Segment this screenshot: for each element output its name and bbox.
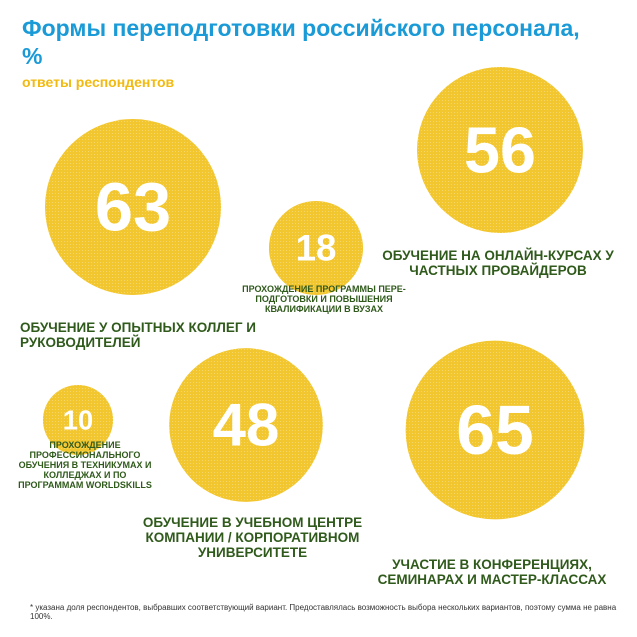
footnote: * указана доля респондентов, выбравших с…	[30, 603, 617, 621]
bubble-colleges: 10	[42, 384, 114, 456]
bubble-label-colleagues: Обучение у опытных коллег и руководителе…	[20, 320, 256, 350]
bubble-label-colleges: Прохождение профессионального обучения в…	[18, 440, 152, 490]
bubble-label-conferences: Участие в конференциях, семинарах и маст…	[377, 557, 607, 587]
bubble-label-universities: Прохождение программы пере-подготовки и …	[242, 284, 406, 314]
bubble-label-online: Обучение на онлайн-курсах у частных пров…	[382, 248, 614, 278]
bubble-texture-corporate	[169, 348, 323, 502]
chart-title: Формы переподготовки российского персона…	[22, 15, 580, 69]
bubble-value-colleges: 10	[63, 405, 93, 436]
bubble-value-conferences: 65	[456, 391, 534, 469]
bubble-conferences: 65	[405, 340, 585, 520]
bubble-online: 56	[417, 67, 583, 233]
bubble-texture-online	[417, 67, 583, 233]
bubble-texture-colleagues	[45, 119, 221, 295]
bubble-label-corporate: Обучение в учебном центре компании / кор…	[142, 515, 363, 560]
bubble-colleagues: 63	[45, 119, 221, 295]
bubble-texture-colleges	[42, 384, 114, 456]
bubble-value-corporate: 48	[213, 392, 280, 459]
chart-subtitle: ответы респондентов	[22, 74, 175, 90]
bubble-value-universities: 18	[296, 228, 337, 269]
bubble-universities: 18	[268, 200, 364, 296]
bubble-texture-universities	[268, 200, 364, 296]
bubble-corporate: 48	[169, 348, 323, 502]
bubble-texture-conferences	[405, 340, 585, 520]
bubble-value-online: 56	[464, 114, 536, 187]
bubble-value-colleagues: 63	[95, 169, 171, 246]
